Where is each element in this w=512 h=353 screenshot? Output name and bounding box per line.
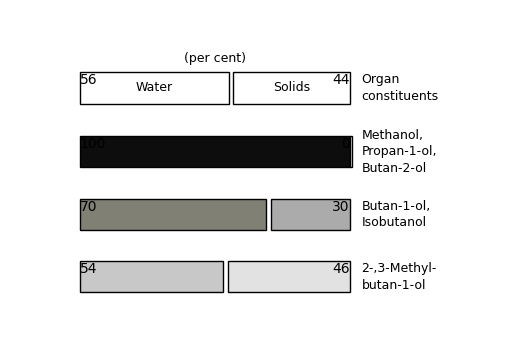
Text: 0: 0: [341, 137, 350, 151]
Bar: [80, 136, 350, 167]
Bar: [80, 72, 228, 103]
Text: 56: 56: [80, 73, 97, 87]
Bar: [271, 199, 350, 230]
Bar: [80, 261, 223, 292]
Bar: [233, 72, 350, 103]
Text: 30: 30: [332, 199, 350, 214]
Text: Methanol,
Propan-1-ol,
Butan-2-ol: Methanol, Propan-1-ol, Butan-2-ol: [361, 129, 437, 175]
Text: Butan-1-ol,
Isobutanol: Butan-1-ol, Isobutanol: [361, 199, 431, 229]
Text: 2-,3-Methyl-
butan-1-ol: 2-,3-Methyl- butan-1-ol: [361, 262, 437, 292]
Text: 70: 70: [80, 199, 97, 214]
Text: 100: 100: [80, 137, 106, 151]
Text: Organ
constituents: Organ constituents: [361, 73, 439, 103]
Text: 46: 46: [332, 262, 350, 276]
Text: Water: Water: [136, 82, 173, 94]
Text: 54: 54: [80, 262, 97, 276]
Text: Solids: Solids: [273, 82, 310, 94]
Bar: [350, 136, 352, 167]
Text: (per cent): (per cent): [184, 52, 246, 65]
Bar: [228, 261, 350, 292]
Text: 44: 44: [332, 73, 350, 87]
Bar: [80, 199, 266, 230]
